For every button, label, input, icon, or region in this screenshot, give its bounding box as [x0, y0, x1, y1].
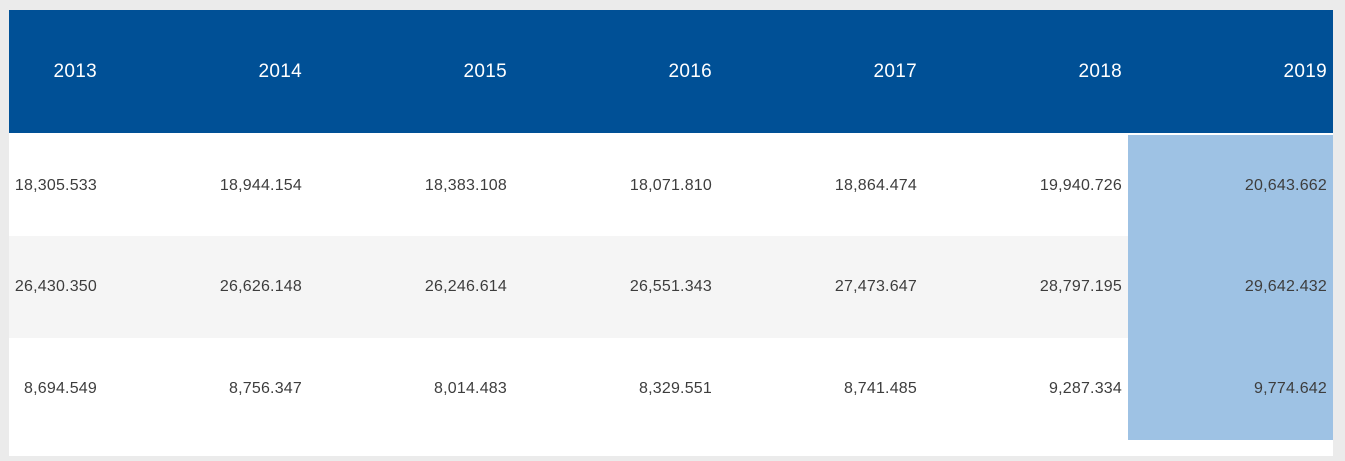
- table-cell: 8,014.483: [434, 380, 507, 397]
- table-cell: 8,741.485: [844, 380, 917, 397]
- table-cell: 28,797.195: [1039, 278, 1122, 295]
- header-cell-2016[interactable]: 2016: [668, 60, 712, 82]
- table-row: 8,694.549 8,756.347 8,014.483 8,329.551 …: [9, 338, 1333, 440]
- table-row: 18,305.533 18,944.154 18,383.108 18,071.…: [9, 135, 1333, 236]
- table-cell: 26,246.614: [424, 278, 507, 295]
- table-header-row: 2013 2014 2015 2016 2017 2018 2019: [9, 10, 1333, 133]
- partial-next-row: [9, 440, 1333, 456]
- table-row: 26,430.350 26,626.148 26,246.614 26,551.…: [9, 236, 1333, 338]
- table-cell: 26,430.350: [14, 278, 97, 295]
- table-cell: 26,626.148: [219, 278, 302, 295]
- header-cell-2018[interactable]: 2018: [1078, 60, 1122, 82]
- highlighted-column-overlay-2019: [1128, 135, 1333, 440]
- table-cell: 18,864.474: [834, 176, 917, 194]
- table-cell: 19,940.726: [1039, 176, 1122, 194]
- table-cell: 18,944.154: [219, 176, 302, 194]
- table-cell-highlighted: 9,774.642: [1254, 380, 1327, 397]
- table-cell: 18,383.108: [424, 176, 507, 194]
- table-cell-highlighted: 20,643.662: [1244, 176, 1327, 194]
- header-cell-2014[interactable]: 2014: [258, 60, 302, 82]
- table-cell: 8,329.551: [639, 380, 712, 397]
- table-cell: 9,287.334: [1049, 380, 1122, 397]
- table-cell: 27,473.647: [834, 278, 917, 295]
- data-table: 2013 2014 2015 2016 2017 2018 2019 18,30…: [9, 10, 1333, 456]
- table-cell: 8,756.347: [229, 380, 302, 397]
- table-cell: 18,071.810: [629, 176, 712, 194]
- header-cell-2017[interactable]: 2017: [873, 60, 917, 82]
- header-cell-2019[interactable]: 2019: [1283, 60, 1327, 82]
- table-cell: 18,305.533: [14, 176, 97, 194]
- table-cell: 8,694.549: [24, 380, 97, 397]
- header-cell-2013[interactable]: 2013: [53, 60, 97, 82]
- header-cell-2015[interactable]: 2015: [463, 60, 507, 82]
- table-cell-highlighted: 29,642.432: [1244, 278, 1327, 295]
- table-cell: 26,551.343: [629, 278, 712, 295]
